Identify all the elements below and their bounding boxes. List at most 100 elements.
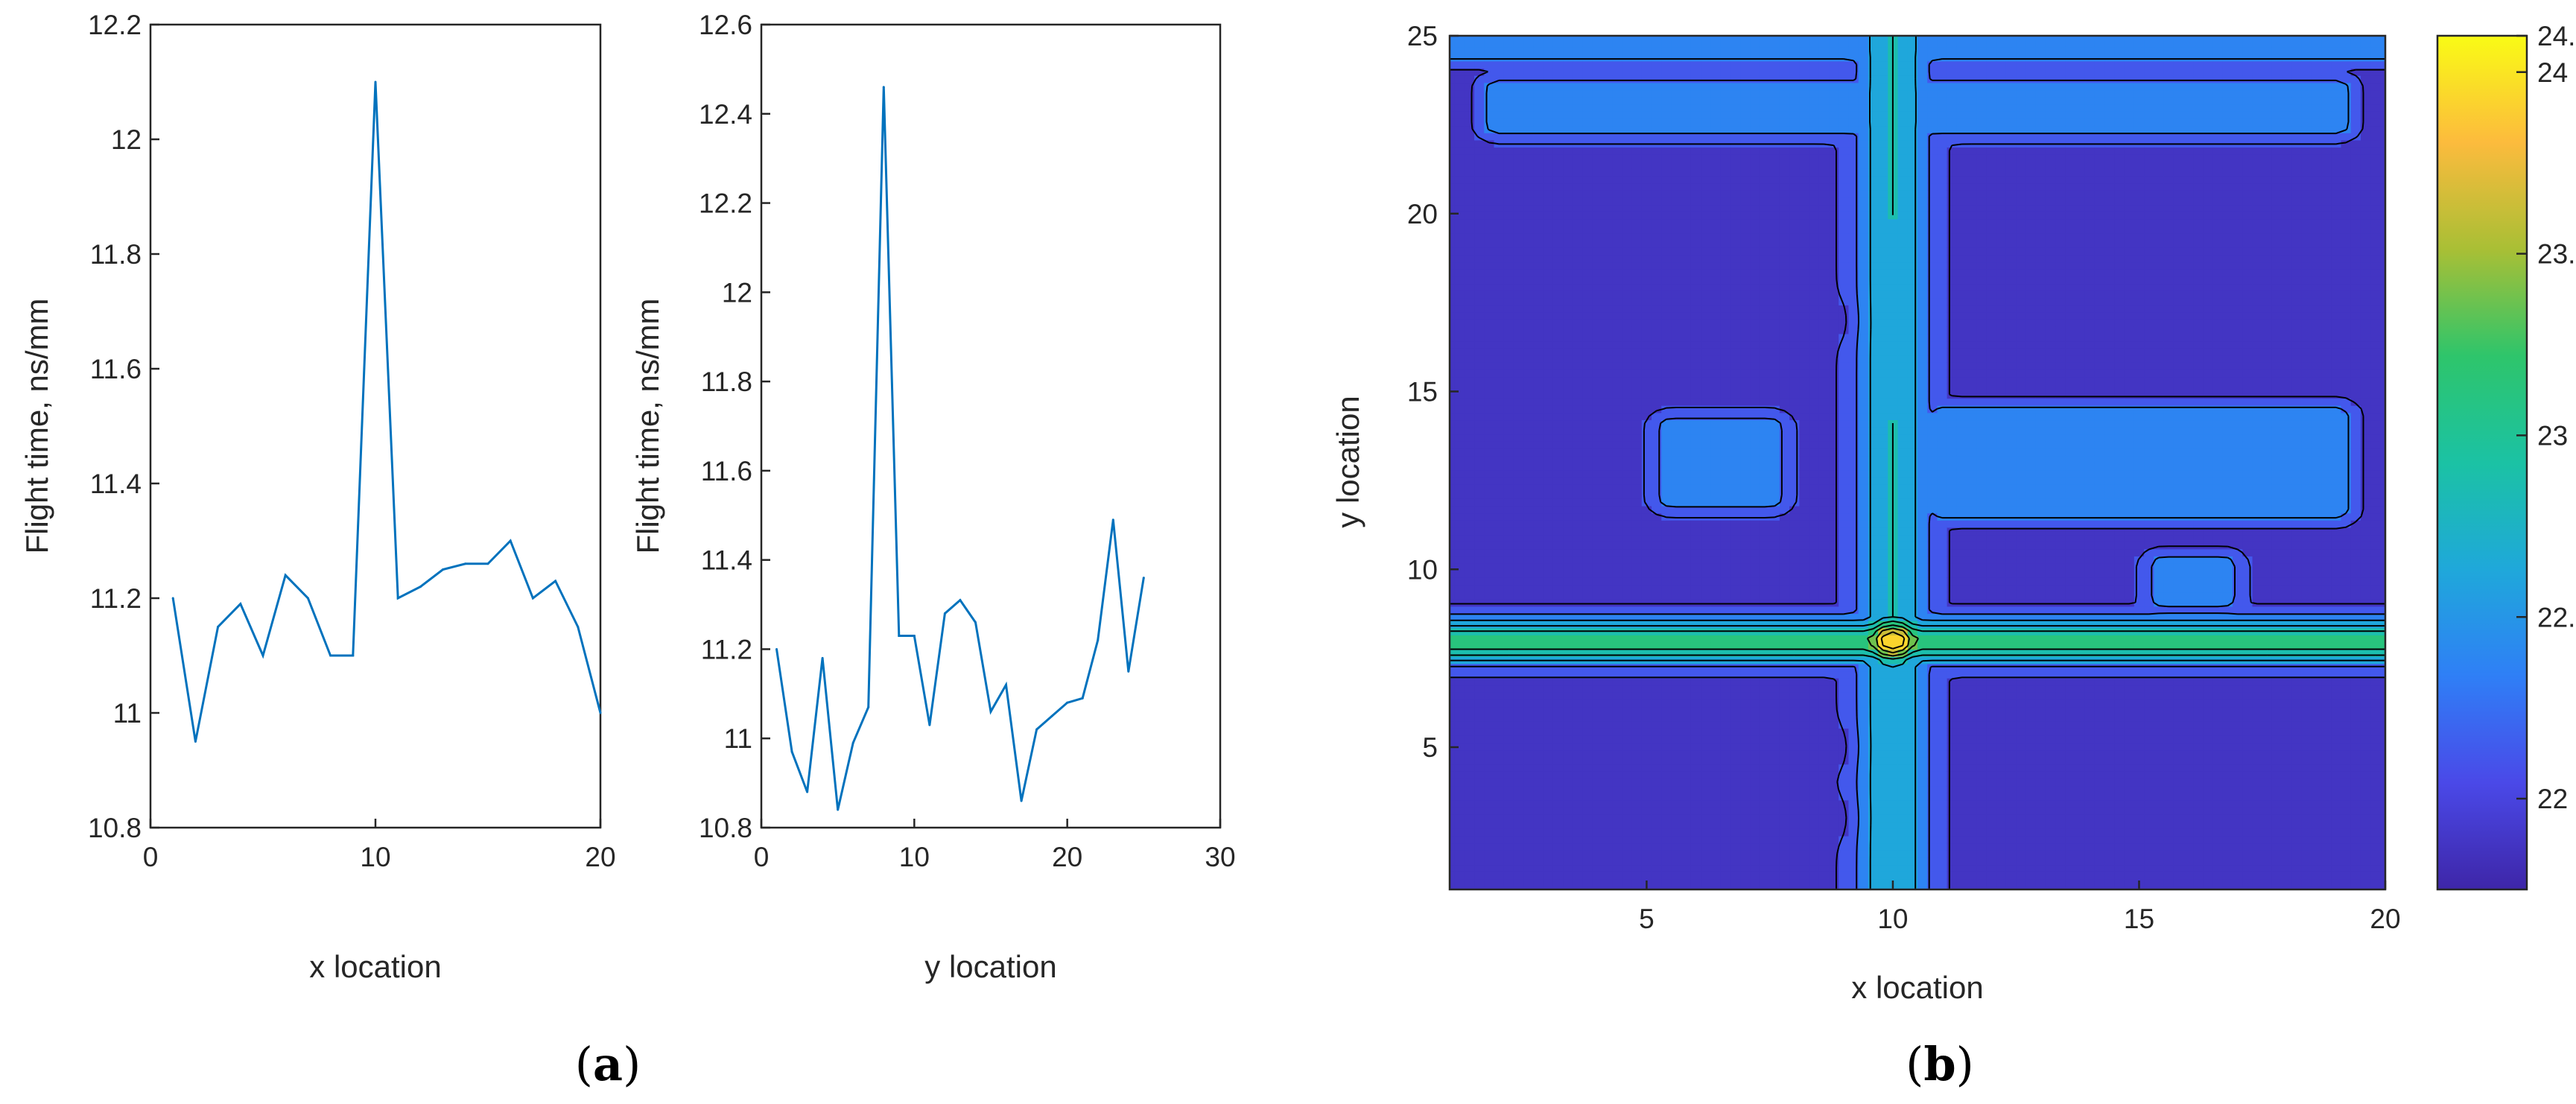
contour-cell [1809, 376, 1820, 384]
contour-cell [1582, 355, 1593, 363]
contour-cell [1671, 513, 1682, 521]
contour-cell [1730, 232, 1741, 241]
contour-cell [1740, 441, 1751, 449]
contour-cell [1641, 577, 1652, 586]
contour-cell [1602, 232, 1613, 241]
contour-cell [1720, 598, 1731, 607]
contour-cell [1464, 46, 1475, 54]
contour-cell [1454, 635, 1465, 643]
contour-cell [1681, 326, 1692, 334]
contour-cell [1779, 785, 1790, 793]
contour-cell [1464, 570, 1475, 578]
contour-cell [1789, 857, 1801, 866]
contour-cell [1631, 54, 1643, 62]
contour-cell [1829, 60, 1840, 69]
contour-cell [1652, 218, 1663, 226]
contour-cell [1779, 197, 1790, 206]
contour-cell [1592, 405, 1603, 413]
contour-cell [1652, 412, 1663, 421]
contour-cell [1750, 878, 1761, 886]
contour-cell [1552, 204, 1564, 212]
contour-cell [1573, 455, 1584, 463]
contour-cell [1523, 663, 1535, 672]
contour-cell [1652, 226, 1663, 234]
contour-cell [1750, 311, 1761, 320]
contour-cell [1573, 556, 1584, 564]
contour-cell [1454, 843, 1465, 851]
data-point [374, 80, 377, 83]
contour-cell [1720, 706, 1731, 714]
contour-cell [1612, 362, 1623, 370]
contour-cell [1720, 204, 1731, 212]
contour-cell [1573, 483, 1584, 492]
contour-cell [1818, 735, 1830, 743]
contour-cell [1809, 153, 1820, 162]
contour-cell [1464, 878, 1475, 886]
contour-cell [1602, 641, 1613, 650]
contour-cell [1829, 807, 1840, 815]
contour-cell [1612, 570, 1623, 578]
contour-cell [1710, 175, 1722, 184]
contour-cell [1622, 742, 1633, 751]
contour-cell [1464, 663, 1475, 672]
contour-cell [1450, 68, 1456, 76]
contour-cell [1563, 311, 1574, 320]
contour-cell [1760, 520, 1771, 528]
contour-cell [1671, 663, 1682, 672]
contour-cell [1523, 714, 1535, 722]
contour-cell [1681, 735, 1692, 743]
contour-cell [1612, 355, 1623, 363]
contour-cell [1622, 46, 1633, 54]
contour-cell [1681, 799, 1692, 808]
contour-cell [1484, 606, 1495, 615]
contour-cell [1450, 527, 1456, 536]
contour-cell [1818, 714, 1830, 722]
contour-cell [1543, 714, 1554, 722]
contour-cell [1503, 843, 1514, 851]
contour-cell [1543, 297, 1554, 305]
contour-cell [1720, 463, 1731, 471]
contour-cell [1450, 204, 1456, 212]
contour-cell [1818, 153, 1830, 162]
contour-cell [1503, 598, 1514, 607]
contour-cell [1503, 548, 1514, 556]
series-points [775, 86, 1145, 811]
contour-cell [1730, 261, 1741, 270]
contour-cell [1464, 147, 1475, 155]
contour-cell [1760, 562, 1771, 571]
contour-cell [1513, 728, 1524, 736]
contour-cell [1710, 720, 1722, 729]
contour-cell [1523, 398, 1535, 406]
contour-cell [1592, 347, 1603, 356]
contour-cell [1602, 835, 1613, 844]
contour-cell [1720, 785, 1731, 793]
contour-cell [1464, 706, 1475, 714]
contour-cell [1730, 685, 1741, 693]
data-point [959, 599, 962, 602]
contour-cell [1543, 813, 1554, 822]
contour-cell [1612, 319, 1623, 327]
contour-cell [1681, 46, 1692, 54]
contour-cell [1799, 850, 1810, 858]
contour-cell [1799, 455, 1810, 463]
contour-cell [1513, 584, 1524, 593]
contour-cell [1789, 60, 1801, 69]
contour-cell [1523, 477, 1535, 485]
contour-cell [1750, 60, 1761, 69]
contour-cell [1533, 742, 1544, 751]
contour-cell [1710, 886, 1722, 889]
contour-cell [1513, 384, 1524, 392]
contour-cell [1681, 412, 1692, 421]
contour-cell [1760, 577, 1771, 586]
contour-cell [1710, 276, 1722, 285]
contour-cell [1740, 183, 1751, 191]
contour-cell [1552, 821, 1564, 829]
contour-cell [1523, 469, 1535, 478]
contour-cell [1612, 254, 1623, 263]
contour-cell [1701, 706, 1712, 714]
contour-cell [1513, 261, 1524, 270]
contour-cell [1740, 455, 1751, 463]
contour-cell [1484, 111, 1495, 119]
contour-cell [1533, 111, 1544, 119]
contour-cell [1740, 864, 1751, 872]
